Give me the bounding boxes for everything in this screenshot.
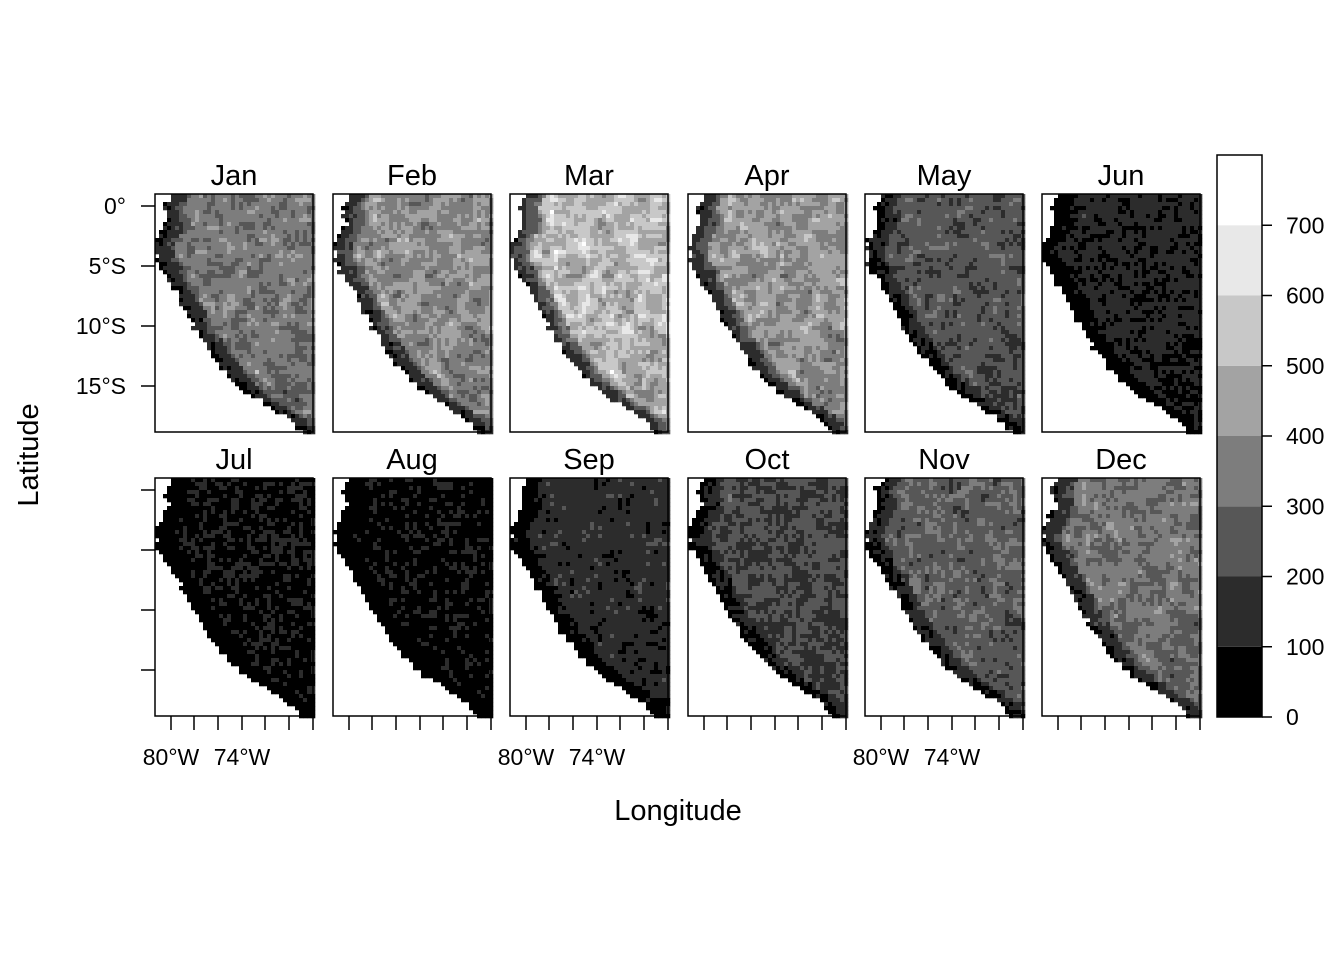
panel-grid: Jan Feb Mar Apr May Jun Jul Aug Sep Oct Nov Dec <box>154 160 1203 719</box>
panel-jan: Jan <box>154 160 316 435</box>
panel-title: Oct <box>744 444 789 476</box>
raster-cells <box>155 478 316 719</box>
panel-nov: Nov <box>864 444 1026 719</box>
color-key-label: 700 <box>1286 212 1324 238</box>
panel-title: Aug <box>386 444 438 476</box>
y-axis-title: Latitude <box>13 403 45 506</box>
color-key-label: 300 <box>1286 493 1324 519</box>
panel-sep: Sep <box>509 444 671 719</box>
panel-apr: Apr <box>687 160 849 435</box>
raster-cells <box>333 194 494 435</box>
panel-frame <box>332 193 492 433</box>
y-tick-label: 10°S <box>76 313 126 339</box>
panel-oct: Oct <box>687 444 849 719</box>
panel-title: Nov <box>918 444 970 476</box>
panel-frame <box>332 477 492 717</box>
x-tick-label: 80°W <box>498 744 555 770</box>
longitude-axis: 80°W 74°W 80°W 74°W 80°W 74°W <box>143 716 1201 770</box>
panel-frame <box>864 193 1024 433</box>
color-key-label: 500 <box>1286 353 1324 379</box>
y-tick-label: 0° <box>104 193 126 219</box>
color-key-band <box>1217 646 1262 717</box>
color-key-label: 100 <box>1286 634 1324 660</box>
raster-cells <box>510 194 671 435</box>
color-key: 0 100 200 300 400 500 600 700 <box>1216 154 1324 730</box>
color-key-band <box>1217 576 1262 647</box>
raster-cells <box>688 478 849 719</box>
color-key-label: 600 <box>1286 283 1324 309</box>
panel-jun: Jun <box>1041 160 1203 435</box>
panel-frame <box>509 477 669 717</box>
x-tick-label: 80°W <box>853 744 910 770</box>
panel-title: Sep <box>563 444 615 476</box>
x-tick-label: 74°W <box>569 744 626 770</box>
x-tick-label: 80°W <box>143 744 200 770</box>
panel-title: Jul <box>215 444 252 476</box>
panel-aug: Aug <box>332 444 494 719</box>
color-key-label: 400 <box>1286 423 1324 449</box>
panel-title: Dec <box>1095 444 1147 476</box>
panel-frame <box>1041 193 1201 433</box>
raster-cells <box>155 194 316 435</box>
panel-title: Jan <box>211 160 258 192</box>
x-tick-label: 74°W <box>924 744 981 770</box>
panel-frame <box>864 477 1024 717</box>
panel-frame <box>687 477 847 717</box>
panel-may: May <box>864 160 1026 435</box>
x-tick-label: 74°W <box>214 744 271 770</box>
panel-feb: Feb <box>332 160 494 435</box>
raster-cells <box>865 478 1026 719</box>
panel-frame <box>154 193 314 433</box>
color-key-band <box>1217 295 1262 366</box>
panel-frame <box>1041 477 1201 717</box>
panel-title: Feb <box>387 160 437 192</box>
panel-frame <box>687 193 847 433</box>
y-tick-label: 15°S <box>76 373 126 399</box>
panel-title: May <box>917 160 972 192</box>
panel-dec: Dec <box>1041 444 1203 719</box>
color-key-band <box>1217 506 1262 577</box>
x-axis-title: Longitude <box>614 795 741 827</box>
panel-title: Apr <box>744 160 789 192</box>
color-key-label: 200 <box>1286 564 1324 590</box>
panel-title: Mar <box>564 160 614 192</box>
color-key-band <box>1217 225 1262 296</box>
latitude-axis: 0° 5°S 10°S 15°S <box>76 193 155 671</box>
raster-cells <box>1042 194 1203 435</box>
panel-frame <box>509 193 669 433</box>
raster-cells <box>1042 478 1203 719</box>
color-key-band <box>1217 436 1262 507</box>
y-tick-label: 5°S <box>89 253 126 279</box>
color-key-band <box>1217 155 1262 226</box>
color-key-label: 0 <box>1286 704 1299 730</box>
panel-mar: Mar <box>509 160 671 435</box>
color-key-band <box>1217 365 1262 436</box>
panel-title: Jun <box>1098 160 1145 192</box>
panel-frame <box>154 477 314 717</box>
panel-jul: Jul <box>154 444 316 719</box>
raster-cells <box>688 194 849 435</box>
